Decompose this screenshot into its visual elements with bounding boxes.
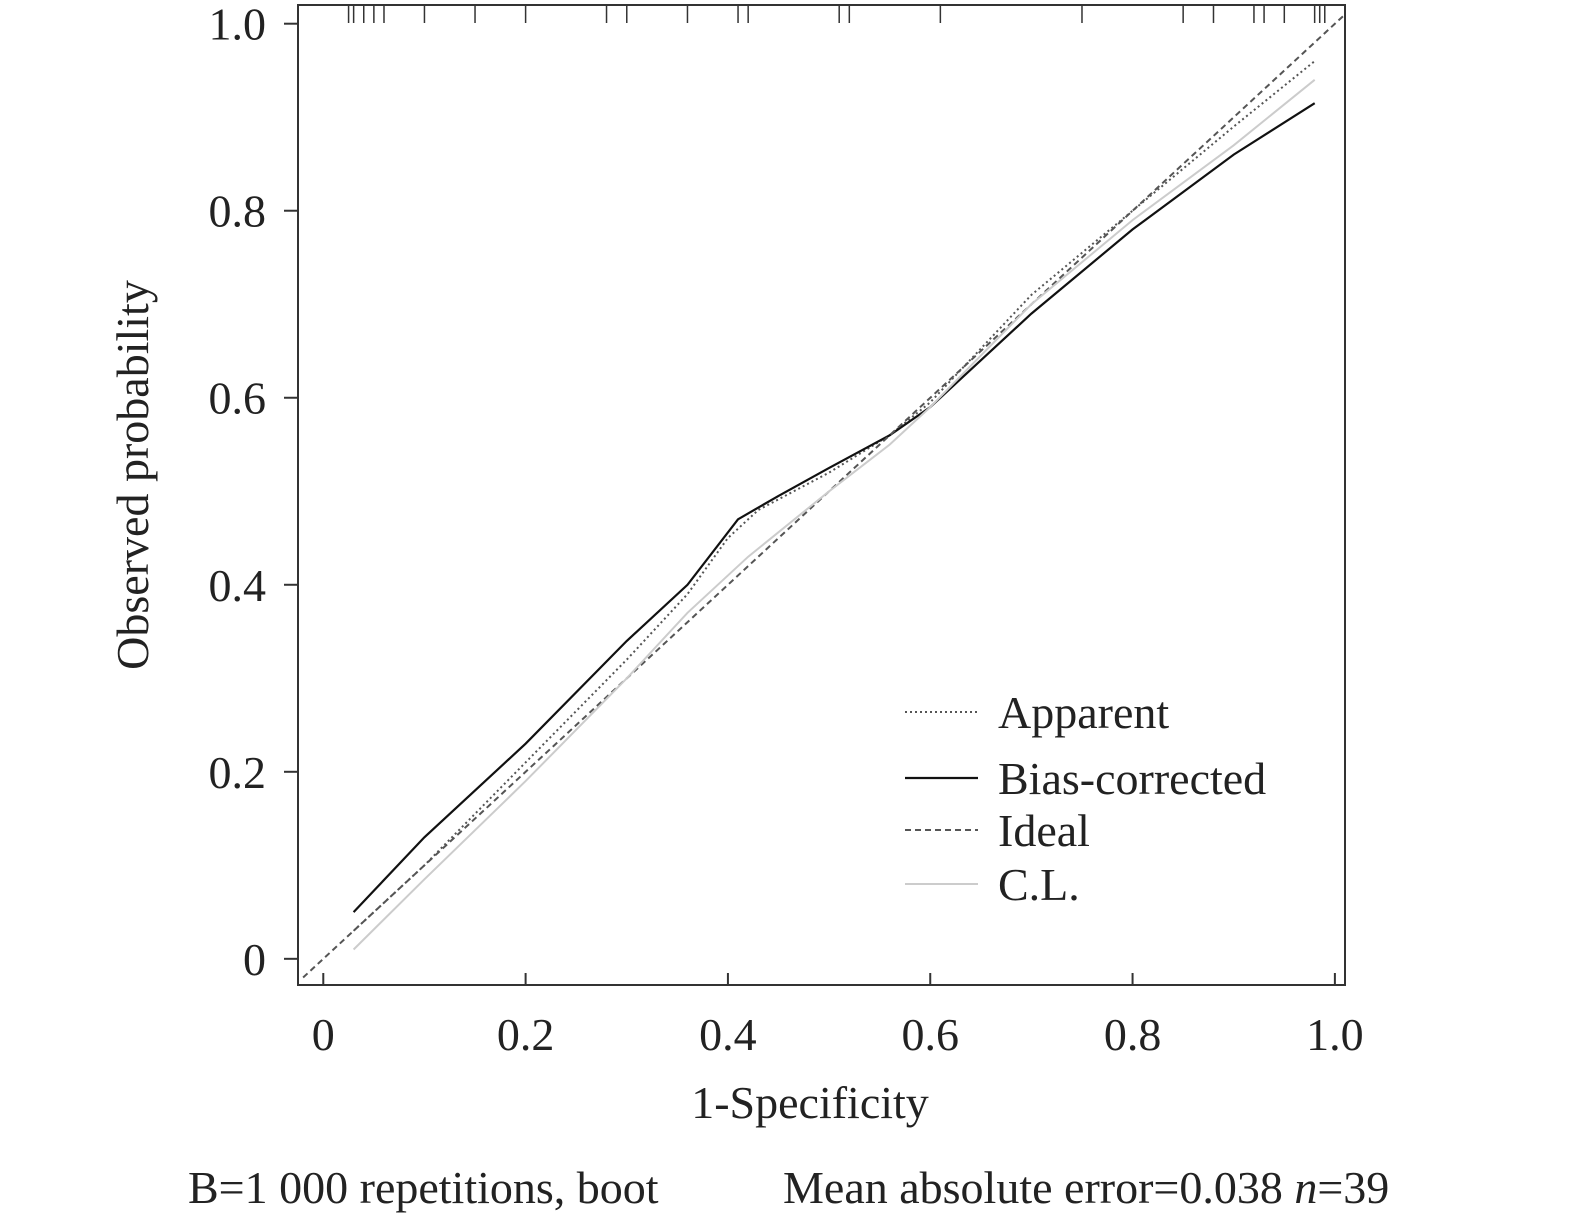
- x-tick-label: 0.4: [699, 1009, 757, 1060]
- footer-n-value: =39: [1317, 1162, 1389, 1213]
- y-tick-label: 1.0: [209, 0, 267, 50]
- y-axis-title: Observed probability: [107, 280, 158, 670]
- legend-label: Ideal: [998, 805, 1090, 856]
- x-axis-title: 1-Specificity: [691, 1077, 929, 1128]
- axis-ticks: 0 0.2 0.4 0.6 0.8 1.0 0 0.2 0.4 0.6 0.8 1.0: [209, 0, 1364, 1060]
- y-tick-label: 0.4: [209, 560, 267, 611]
- plot-frame: [297, 4, 1346, 986]
- y-tick-label: 0.8: [209, 186, 267, 237]
- series-layer: [302, 13, 1346, 979]
- footer-n-symbol: n: [1294, 1162, 1317, 1213]
- series-line-ideal: [302, 13, 1346, 979]
- series-line-bias-corrected: [352, 102, 1316, 913]
- legend-label: C.L.: [998, 859, 1080, 910]
- series-line-apparent: [352, 60, 1316, 932]
- y-tick-label: 0.2: [209, 747, 267, 798]
- y-tick-label: 0: [243, 934, 266, 985]
- x-tick-label: 0.2: [497, 1009, 555, 1060]
- footer-error: Mean absolute error=0.038 n=39: [783, 1162, 1389, 1213]
- x-tick-label: 0: [312, 1009, 335, 1060]
- legend-label: Bias-corrected: [998, 753, 1266, 804]
- legend-label: Apparent: [998, 687, 1169, 738]
- footer-repetitions: B=1 000 repetitions, boot: [188, 1162, 659, 1213]
- footer-error-prefix: Mean absolute error=0.038: [783, 1162, 1294, 1213]
- series-line-c-l-: [352, 79, 1316, 951]
- x-tick-label: 0.6: [901, 1009, 959, 1060]
- plot-border: [297, 4, 1346, 986]
- x-tick-label: 0.8: [1104, 1009, 1162, 1060]
- y-tick-label: 0.6: [209, 373, 267, 424]
- x-tick-label: 1.0: [1306, 1009, 1364, 1060]
- rug-marks: [347, 5, 1326, 23]
